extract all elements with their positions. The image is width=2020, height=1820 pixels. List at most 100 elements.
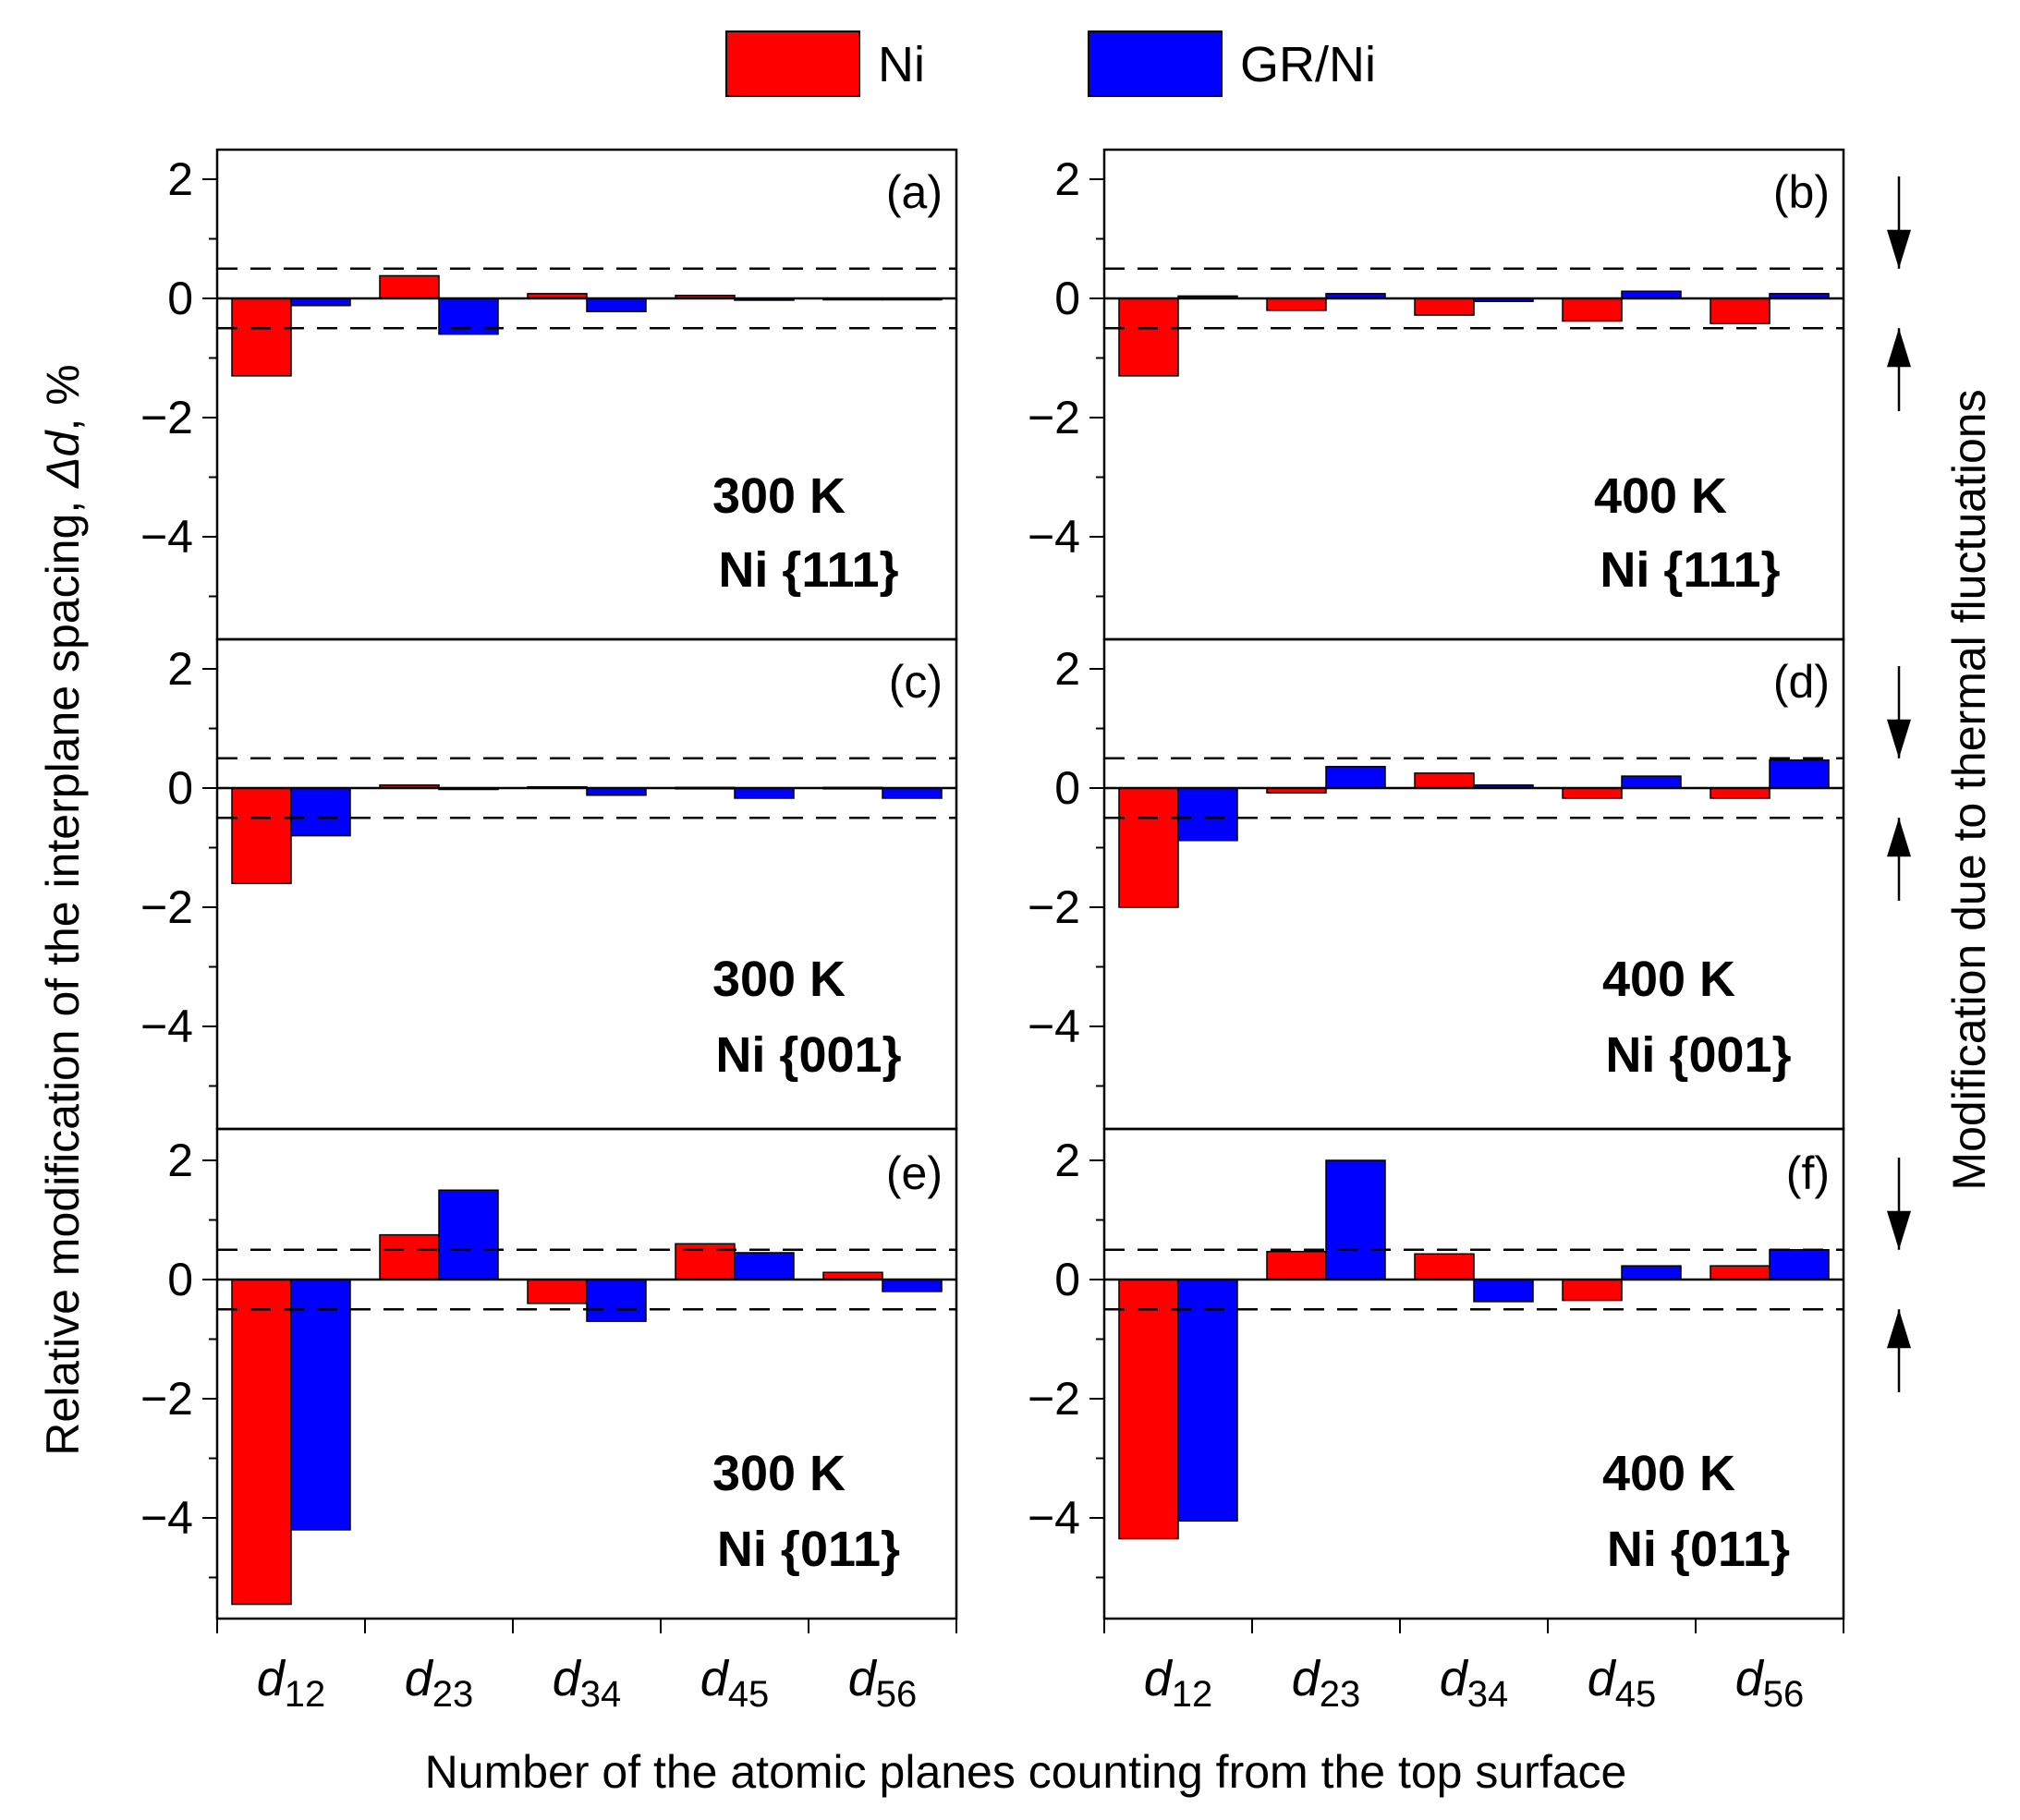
bar-grni	[1621, 1265, 1682, 1280]
panel-letter: (c)	[889, 656, 943, 708]
panel-e: (e) 300 K Ni {011}	[712, 1147, 943, 1577]
bar-ni	[1118, 787, 1179, 908]
arrow-down-icon	[1887, 229, 1911, 269]
panel-d: (d) 400 K Ni {001}	[1602, 656, 1830, 1083]
panel-plane-label: Ni {111}	[1600, 542, 1780, 598]
x-tick-label: d34	[1440, 1651, 1509, 1715]
y-tick-label: −2	[140, 1373, 193, 1425]
bar-ni	[1414, 772, 1475, 789]
panel-temp-label: 400 K	[1602, 952, 1735, 1007]
x-tick-label: d56	[848, 1651, 918, 1715]
y-tick-label: 0	[167, 273, 193, 324]
bar-ni	[1118, 297, 1179, 377]
bar-ni	[1118, 1279, 1179, 1540]
bar-ni	[379, 1233, 440, 1280]
bar-grni	[1177, 787, 1238, 842]
bar-grni	[1325, 1159, 1386, 1280]
fluctuation-arrows	[1887, 1158, 1911, 1392]
panel-temp-label: 300 K	[712, 468, 846, 524]
bar-grni	[438, 1189, 499, 1280]
y-tick-label: −4	[1028, 1001, 1080, 1052]
y-tick-label: −2	[1028, 392, 1080, 443]
bar-grni	[586, 297, 647, 312]
bar-grni	[882, 1279, 943, 1292]
y-tick-label: 2	[1054, 643, 1080, 695]
panel-frame	[1102, 1127, 1845, 1620]
legend-swatch-ni	[725, 30, 860, 97]
arrow-down-icon	[1887, 1210, 1911, 1250]
panel-letter: (d)	[1773, 656, 1830, 708]
bar-grni	[1473, 1279, 1534, 1303]
panel-plot-b: 2 0 −2 −4	[1028, 148, 1845, 641]
arrow-up-icon	[1887, 1309, 1911, 1349]
legend: Ni GR/Ni	[725, 30, 1376, 97]
bar-ni	[231, 1279, 292, 1606]
panel-b: (b) 400 K Ni {111}	[1594, 166, 1830, 598]
right-axis-title: Modification due to thermal fluctuations	[1943, 389, 1995, 1190]
x-tick-label: d23	[1292, 1651, 1361, 1715]
chart-marks: 2 0 −2 −4 2 0 −2 −4 2 0 −2 −4 2 0 −2 −4 2 0 −2 −4 2 0 −2 −4	[140, 148, 1911, 1633]
y-axis-title: Relative modification of the interplane …	[37, 364, 89, 1455]
x-tick-label: d56	[1735, 1651, 1805, 1715]
y-tick-label: −2	[140, 881, 193, 933]
panel-frame	[215, 1127, 958, 1620]
bar-grni	[290, 787, 351, 837]
x-tick-label: d34	[553, 1651, 622, 1715]
y-tick-label: −4	[140, 1001, 193, 1052]
panel-plot-a: 2 0 −2 −4	[140, 148, 958, 641]
bar-ni	[1710, 1265, 1771, 1280]
x-tick-label: d12	[1144, 1651, 1213, 1715]
panel-plot-d: 2 0 −2 −4	[1028, 637, 1845, 1131]
bar-grni	[1177, 1279, 1238, 1522]
y-tick-label: −4	[1028, 1492, 1080, 1544]
panel-f: (f) 400 K Ni {011}	[1602, 1147, 1830, 1577]
x-tick-labels-right: d12 d23 d34 d45 d56	[1144, 1651, 1805, 1715]
y-tick-label: 0	[1054, 762, 1080, 814]
bar-ni	[1710, 297, 1771, 324]
panel-plane-label: Ni {001}	[715, 1027, 901, 1083]
y-tick-label: −2	[1028, 1373, 1080, 1425]
bar-ni	[1710, 787, 1771, 799]
panel-c: (c) 300 K Ni {001}	[712, 656, 943, 1083]
arrow-down-icon	[1887, 719, 1911, 758]
y-tick-label: 0	[1054, 273, 1080, 324]
panel-temp-label: 400 K	[1602, 1446, 1735, 1501]
y-tick-label: 0	[167, 762, 193, 814]
bar-grni	[1325, 766, 1386, 789]
bar-ni	[1562, 787, 1623, 799]
y-tick-label: 2	[167, 643, 193, 695]
y-tick-label: 0	[1054, 1254, 1080, 1305]
bar-grni	[1769, 758, 1830, 789]
y-tick-label: −4	[1028, 511, 1080, 563]
y-tick-label: −2	[1028, 881, 1080, 933]
panel-letter: (a)	[886, 166, 943, 218]
bar-ni	[1562, 1279, 1623, 1302]
bar-ni	[1266, 297, 1327, 311]
panel-plane-label: Ni {001}	[1605, 1027, 1791, 1083]
panel-temp-label: 400 K	[1594, 468, 1727, 524]
y-tick-label: 0	[167, 1254, 193, 1305]
y-tick-label: −4	[140, 511, 193, 563]
y-tick-label: 2	[167, 1134, 193, 1186]
x-tick-label: d12	[257, 1651, 326, 1715]
bar-ni	[379, 274, 440, 299]
panel-temp-label: 300 K	[712, 952, 846, 1007]
bar-grni	[1621, 775, 1682, 789]
bar-ni	[527, 1279, 588, 1304]
bar-grni	[734, 1252, 795, 1280]
legend-label-ni: Ni	[878, 37, 925, 92]
panel-a: (a) 300 K Ni {111}	[712, 166, 943, 598]
legend-label-grni: GR/Ni	[1240, 37, 1376, 92]
panel-letter: (b)	[1773, 166, 1830, 218]
bar-grni	[1769, 1249, 1830, 1280]
bar-ni	[1414, 297, 1475, 316]
panel-plane-label: Ni {011}	[1607, 1522, 1790, 1577]
panel-plot-c: 2 0 −2 −4	[140, 637, 958, 1131]
bar-grni	[882, 787, 943, 799]
fluctuation-arrows	[1887, 666, 1911, 901]
legend-swatch-grni	[1088, 30, 1223, 97]
panel-plot-e: 2 0 −2 −4	[140, 1127, 958, 1620]
bar-ni	[1562, 297, 1623, 322]
y-tick-label: 2	[167, 153, 193, 205]
